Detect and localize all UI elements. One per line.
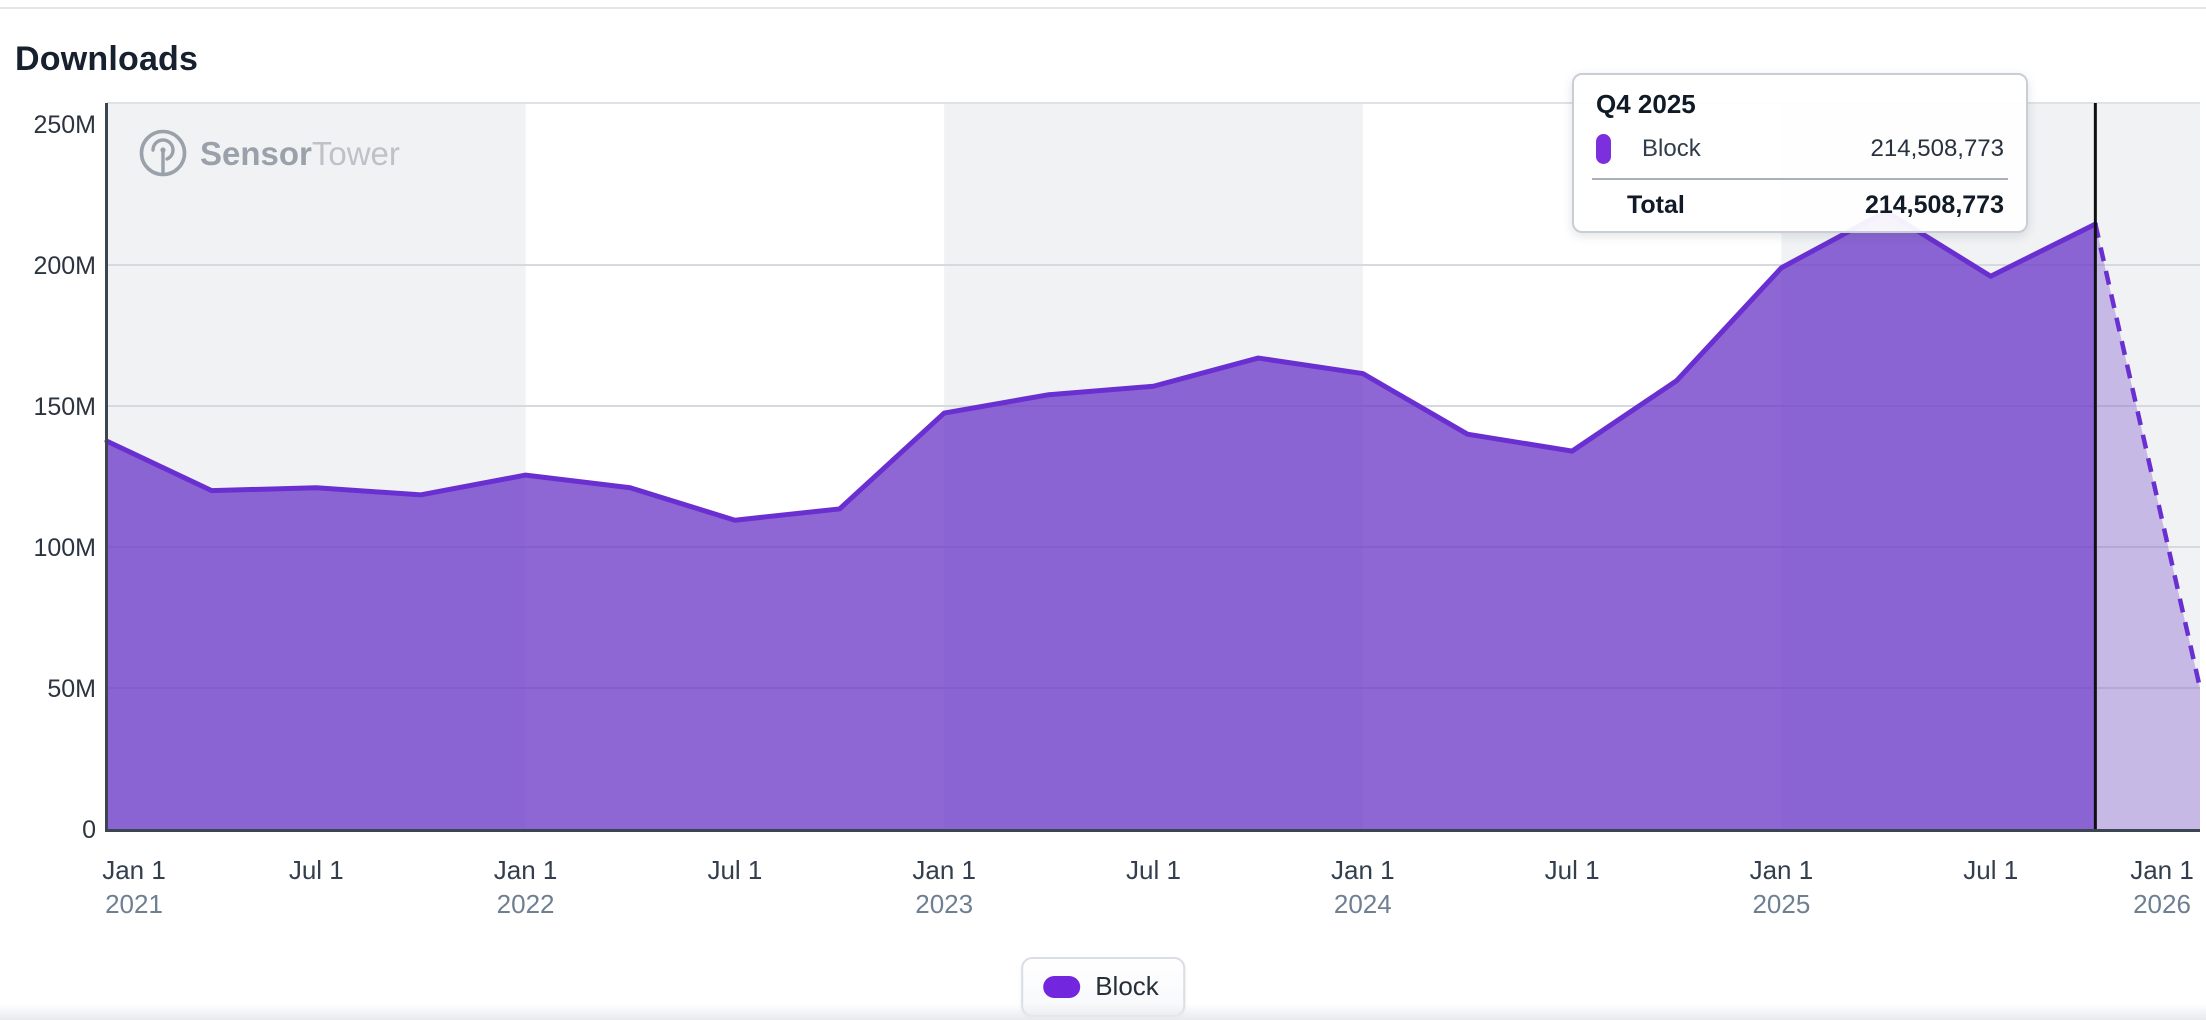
x-tick-5: Jul 1 — [1126, 855, 1181, 885]
x-tick-2: Jan 1 — [494, 855, 558, 885]
area-series-block — [107, 211, 2096, 830]
x-tick-6: Jan 1 — [1331, 855, 1395, 885]
tooltip-series-name: Block — [1642, 135, 1701, 162]
bottom-fade — [0, 1004, 2206, 1020]
tooltip-total-value: 214,508,773 — [1864, 191, 2004, 219]
x-tick-10: Jan 1 — [2130, 855, 2194, 885]
chart-tooltip: Q4 2025 Block 214,508,773 Total 214,508,… — [1572, 73, 2028, 233]
top-divider — [0, 7, 2206, 9]
x-tick-8: Jan 1 — [1750, 855, 1814, 885]
x-axis-line — [105, 829, 2200, 832]
y-axis-line — [105, 103, 108, 832]
x-tick-year-2024: 2024 — [1334, 889, 1392, 919]
tooltip-total-row: Total 214,508,773 — [1596, 191, 2004, 220]
tooltip-series-row: Block 214,508,773 — [1596, 134, 2004, 164]
page-title: Downloads — [15, 40, 199, 78]
tooltip-period-label: Q4 2025 — [1596, 89, 1696, 119]
y-tick-100M: 100M — [33, 534, 96, 562]
y-tick-0: 0 — [82, 816, 96, 844]
x-tick-year-2021: 2021 — [105, 889, 163, 919]
legend-label: Block — [1095, 971, 1159, 1001]
y-tick-200M: 200M — [33, 252, 96, 280]
x-tick-7: Jul 1 — [1545, 855, 1600, 885]
y-tick-250M: 250M — [33, 111, 96, 139]
tooltip-series-value: 214,508,773 — [1870, 135, 2004, 162]
area-forecast-block — [2095, 224, 2200, 830]
legend-color-marker — [1043, 975, 1081, 998]
tooltip-divider — [1592, 178, 2008, 180]
x-tick-year-2026: 2026 — [2133, 889, 2191, 919]
x-tick-year-2025: 2025 — [1752, 889, 1810, 919]
x-tick-year-2023: 2023 — [915, 889, 973, 919]
highlight-marker-line — [2093, 103, 2097, 829]
downloads-chart[interactable]: 0 50M 100M 150M 200M 250M Jan 1 2021 Jul 1 Jan 1 2… — [0, 0, 2206, 940]
y-tick-50M: 50M — [47, 675, 96, 703]
x-tick-1: Jul 1 — [289, 855, 344, 885]
sensortower-watermark: SensorTower — [138, 128, 400, 178]
x-tick-3: Jul 1 — [707, 855, 762, 885]
line-forecast-dashed — [2093, 223, 2203, 689]
sensortower-logo-icon — [138, 128, 188, 178]
tooltip-total-label: Total — [1627, 191, 1685, 219]
x-tick-0: Jan 1 — [102, 855, 166, 885]
x-tick-4: Jan 1 — [912, 855, 976, 885]
y-tick-150M: 150M — [33, 393, 96, 421]
sensortower-wordmark: SensorTower — [200, 134, 400, 172]
x-tick-9: Jul 1 — [1963, 855, 2018, 885]
x-tick-year-2022: 2022 — [497, 889, 555, 919]
series-color-marker — [1596, 134, 1611, 164]
line-series-block — [104, 208, 2098, 523]
